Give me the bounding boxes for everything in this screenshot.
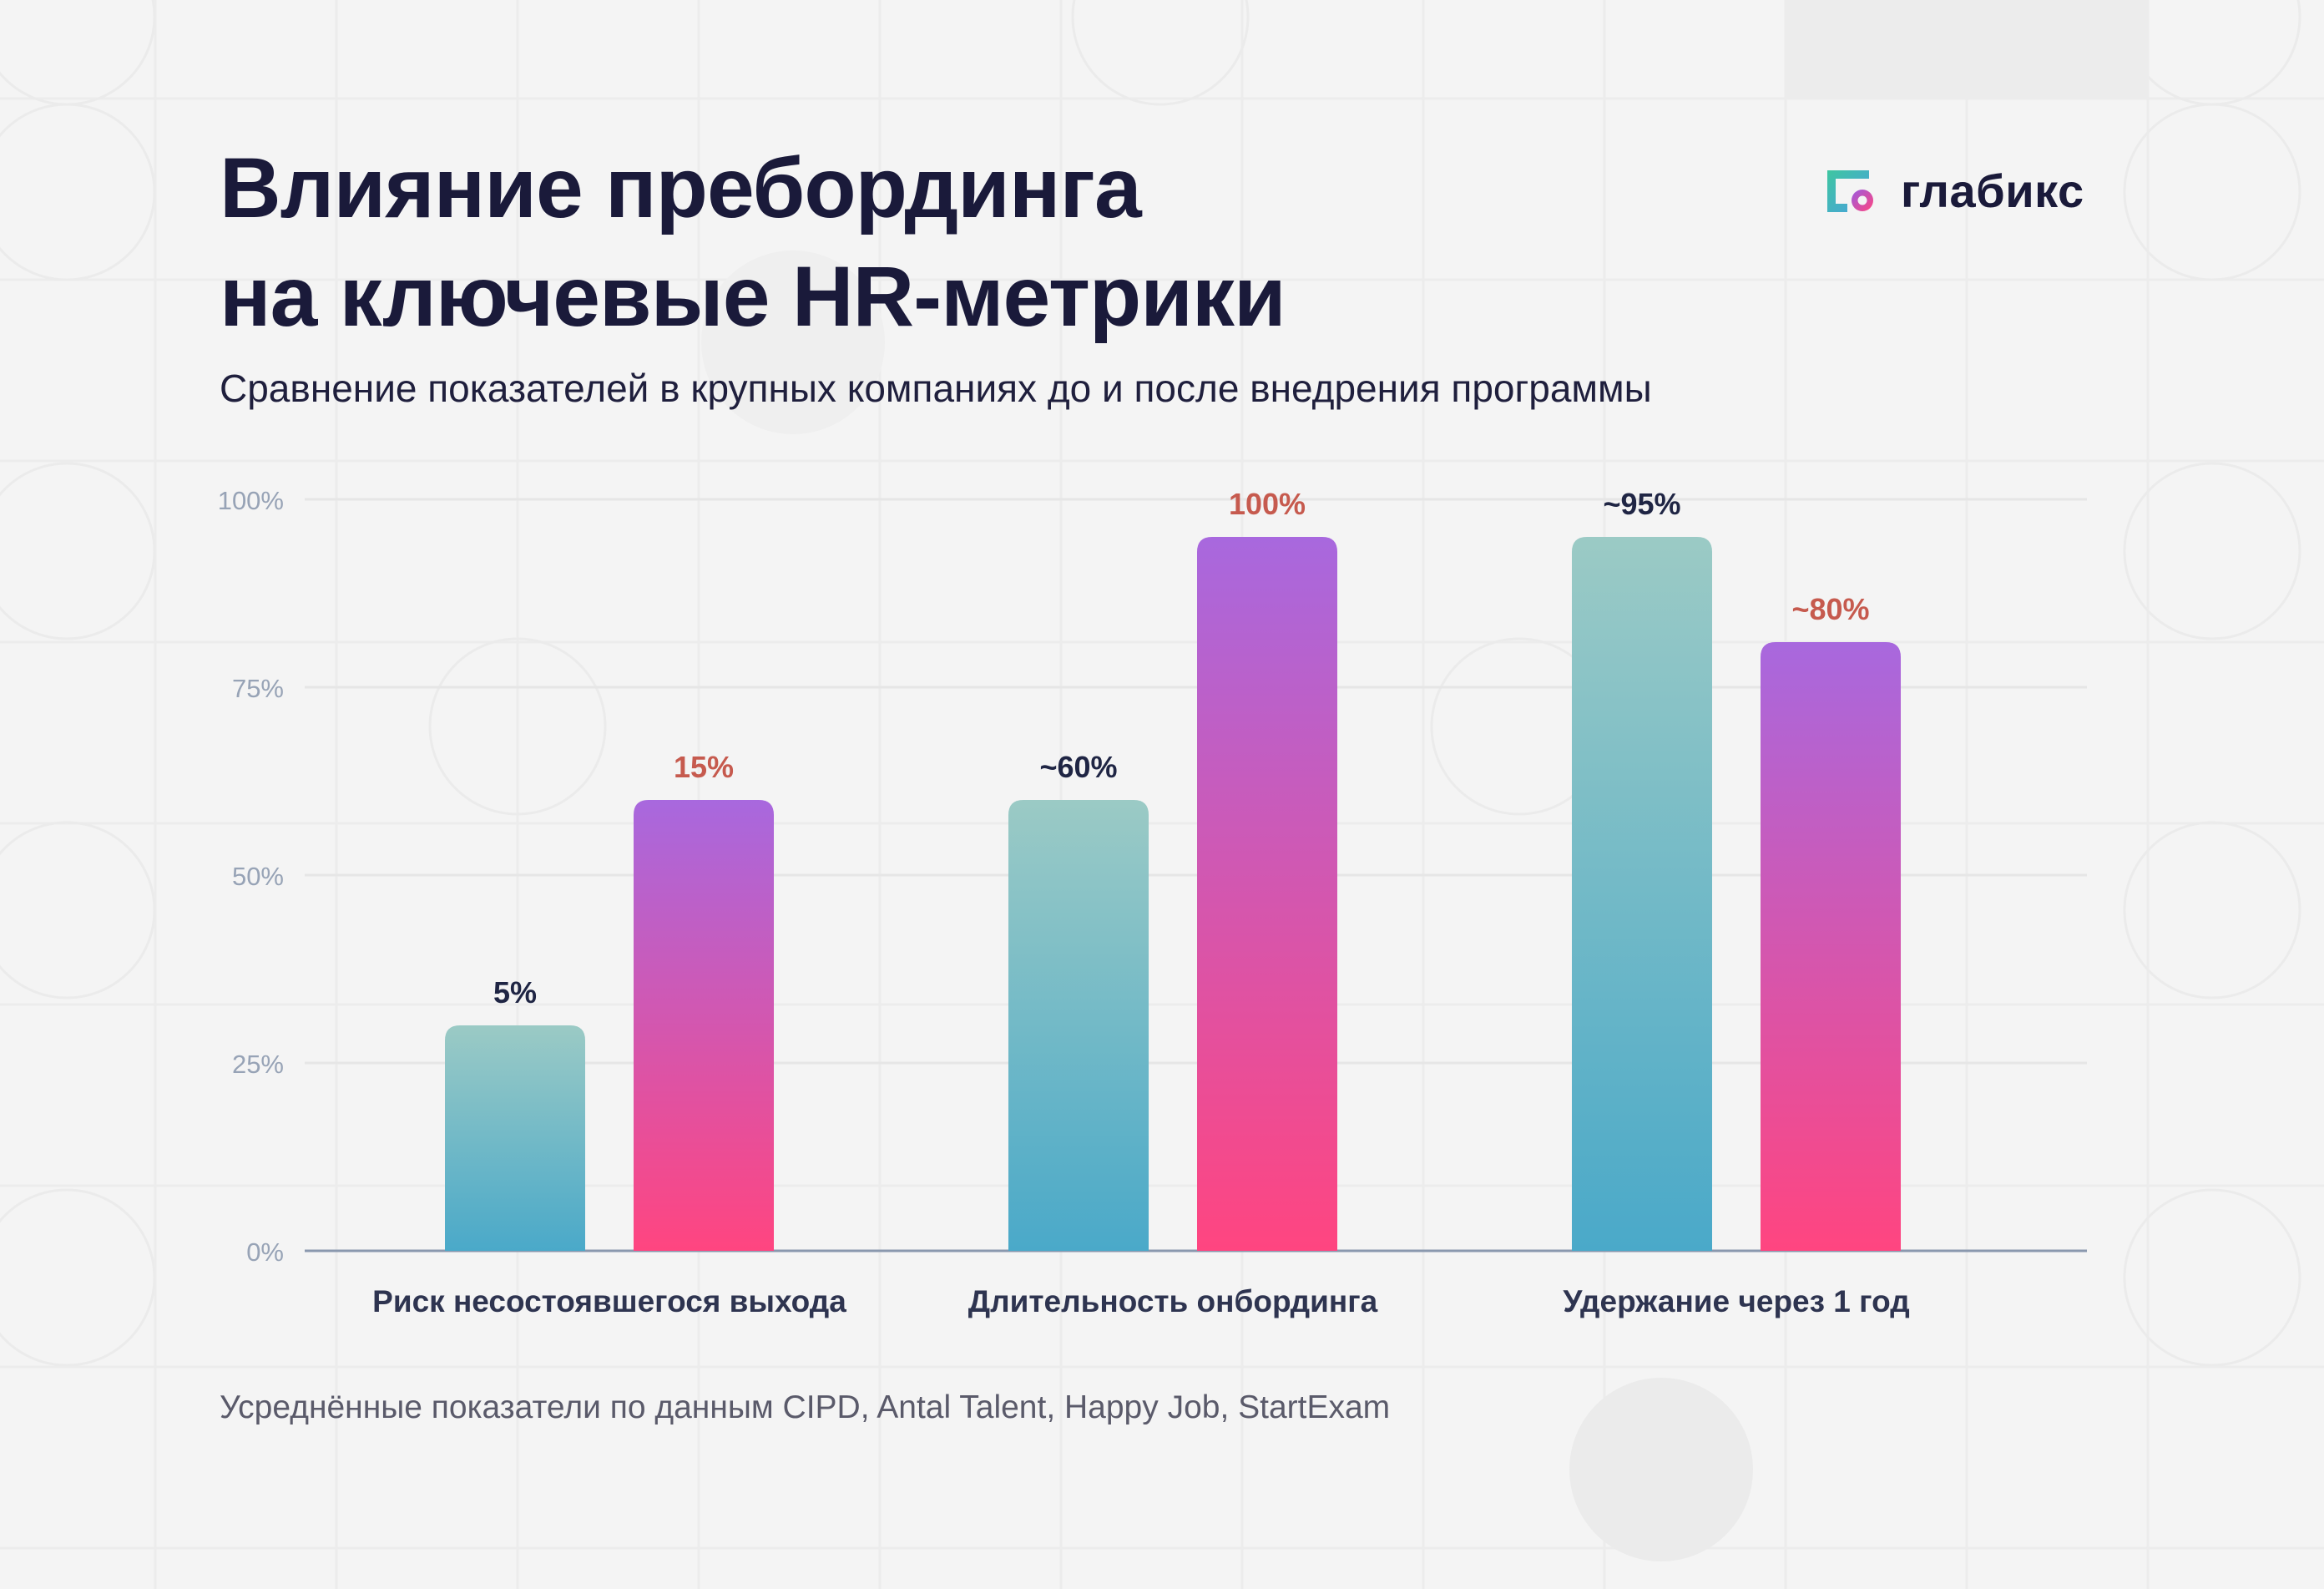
- y-tick-label: 0%: [246, 1237, 284, 1267]
- logo-text: глабикс: [1901, 164, 2084, 217]
- page-title: Влияние пребординга на ключевые HR-метри…: [220, 134, 1286, 351]
- background-circle: [0, 1188, 156, 1367]
- y-tick-label: 75%: [232, 674, 284, 703]
- background-circle: [2123, 821, 2301, 999]
- bar: [1008, 800, 1149, 1251]
- background-circle: [2123, 1188, 2301, 1367]
- background-circle: [2123, 462, 2301, 640]
- brand-logo: глабикс: [1824, 164, 2084, 217]
- bar-value-label: 100%: [1229, 487, 1306, 521]
- background-circle: [1569, 1378, 1753, 1561]
- title-line-2: на ключевые HR-метрики: [220, 249, 1286, 344]
- bar-value-label: ~80%: [1791, 592, 1869, 626]
- bar-value-label: ~60%: [1039, 750, 1117, 784]
- x-category-label: Удержание через 1 год: [1563, 1284, 1909, 1318]
- bar-value-label: ~95%: [1603, 487, 1680, 521]
- bar-value-label: 5%: [493, 975, 537, 1010]
- background-circle: [2123, 103, 2301, 281]
- glabix-logo-icon: [1827, 170, 1873, 212]
- bar: [445, 1025, 585, 1251]
- background-circle: [0, 103, 156, 281]
- background-circle: [0, 821, 156, 999]
- footnote: Усреднённые показатели по данным CIPD, A…: [220, 1389, 1391, 1425]
- title-line-1: Влияние пребординга: [220, 140, 1142, 235]
- background-circle: [0, 462, 156, 640]
- page-subtitle: Сравнение показателей в крупных компания…: [220, 367, 1652, 410]
- y-tick-label: 100%: [218, 486, 284, 515]
- y-tick-label: 50%: [232, 862, 284, 891]
- background-circle: [428, 637, 607, 816]
- bar: [1572, 537, 1712, 1251]
- bar: [1197, 537, 1337, 1251]
- background-circle: [701, 250, 885, 434]
- x-category-label: Длительность онбординга: [968, 1284, 1378, 1318]
- bar: [1761, 642, 1901, 1251]
- y-tick-label: 25%: [232, 1050, 284, 1079]
- bar-value-label: 15%: [674, 750, 734, 784]
- bar: [634, 800, 774, 1251]
- x-category-label: Риск несостоявшегося выхода: [372, 1284, 846, 1318]
- background-circle: [1071, 0, 1250, 106]
- background-block: [1786, 0, 2149, 99]
